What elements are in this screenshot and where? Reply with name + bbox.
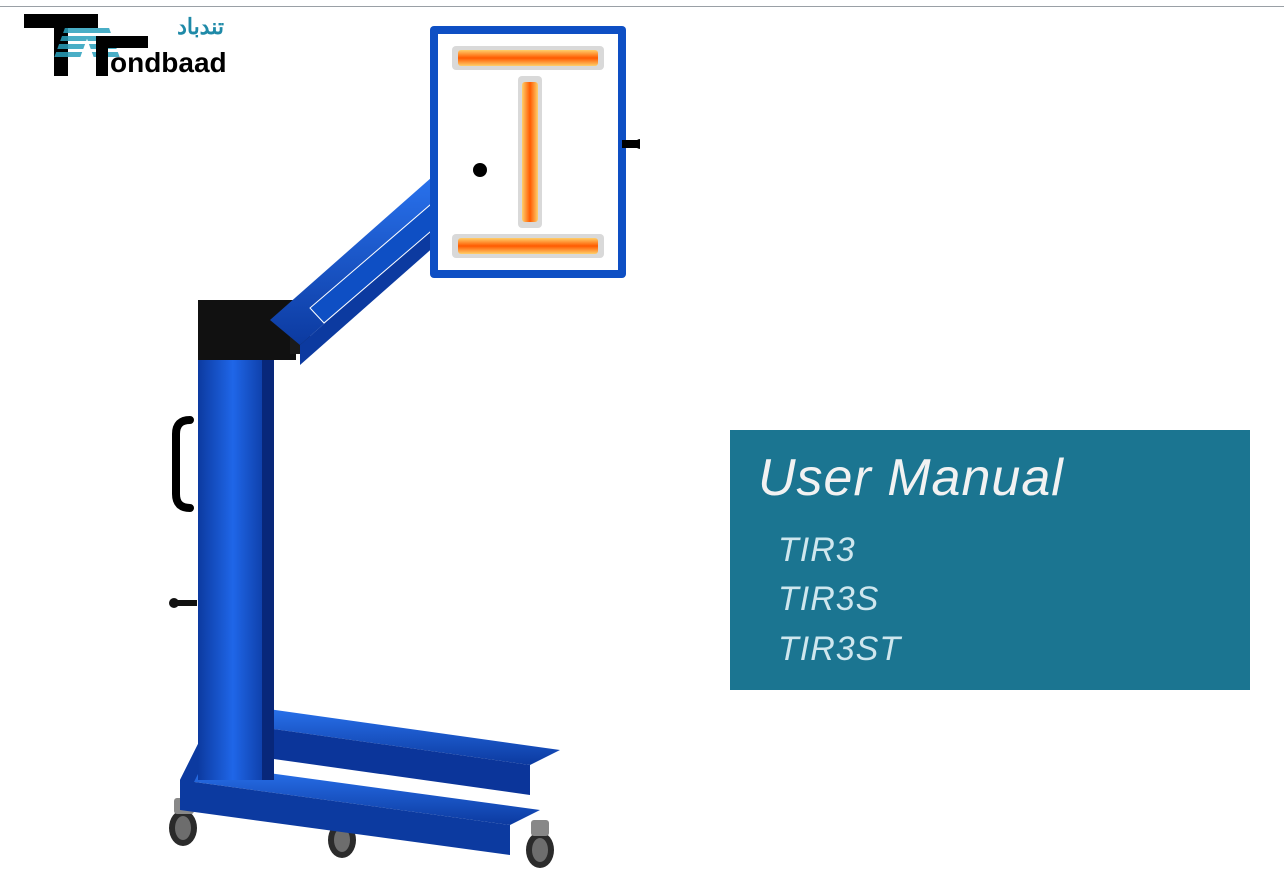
sensor-icon <box>473 163 487 177</box>
handle-icon <box>176 420 190 508</box>
product-illustration <box>120 20 640 870</box>
model-item: TIR3 <box>778 526 1222 575</box>
title-panel: User Manual TIR3 TIR3S TIR3ST <box>730 430 1250 690</box>
column <box>169 350 274 780</box>
model-item: TIR3ST <box>778 625 1222 674</box>
lamp-head <box>430 26 640 278</box>
model-item: TIR3S <box>778 575 1222 624</box>
wheel-icon <box>526 820 554 868</box>
top-rule <box>0 6 1284 7</box>
model-list: TIR3 TIR3S TIR3ST <box>758 526 1222 674</box>
manual-title: User Manual <box>758 448 1222 508</box>
